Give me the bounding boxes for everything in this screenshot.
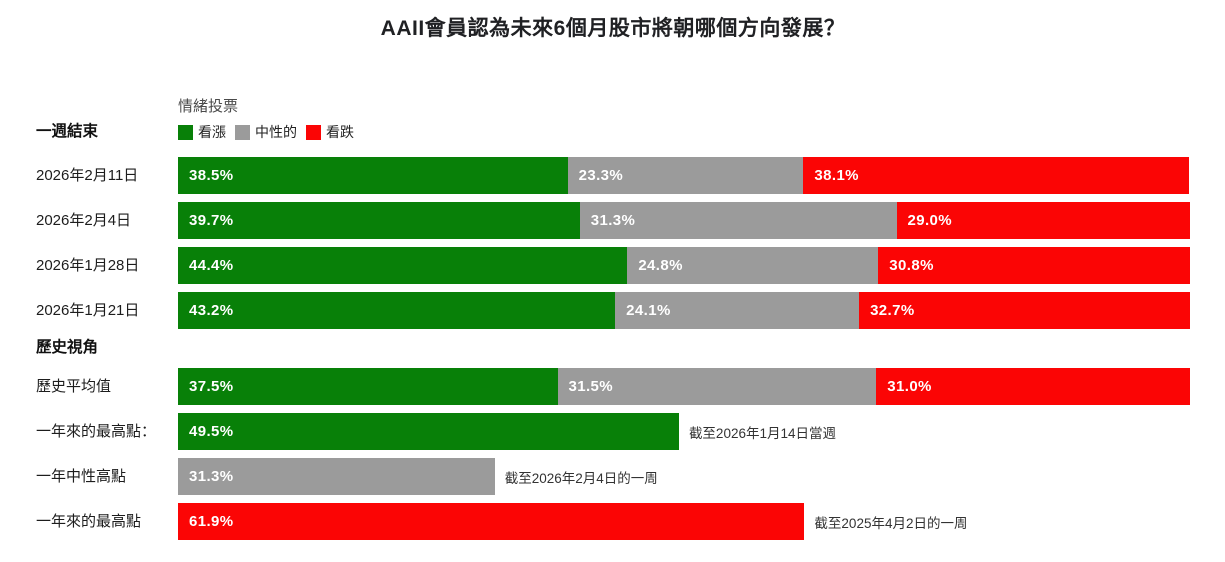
bar-row: 2026年1月28日 44.4% 24.8% 30.8% xyxy=(36,247,1190,284)
row-label: 2026年1月21日 xyxy=(36,301,140,319)
bar-segment-bearish: 29.0% xyxy=(896,202,1190,239)
row-label: 2026年2月4日 xyxy=(36,211,132,229)
bar-row: 歷史平均值 37.5% 31.5% 31.0% xyxy=(36,368,1190,405)
bar-segment-bearish: 31.0% xyxy=(876,368,1190,405)
bearish-swatch-icon xyxy=(306,124,321,140)
bar-value-label: 31.0% xyxy=(887,378,932,395)
chart-title: AAII會員認為未來6個月股市將朝哪個方向發展？ xyxy=(380,17,846,40)
legend-item-bullish: 看漲 xyxy=(178,122,226,142)
chart-header-area: 一週結束 情緒投票 看漲 中性的 看跌 xyxy=(36,95,1190,142)
bar-segment-bearish: 30.8% xyxy=(878,247,1190,284)
bar-track: 43.2% 24.1% 32.7% xyxy=(178,292,1190,329)
legend-item-bearish: 看跌 xyxy=(306,122,354,142)
row-label: 歷史平均值 xyxy=(36,377,112,395)
bar-value-label: 32.7% xyxy=(870,302,915,319)
bar-annotation: 截至2025年4月2日的一周 xyxy=(814,515,968,531)
row-label: 一年來的最高點 xyxy=(36,512,142,530)
bar-row: 2026年2月11日 38.5% 23.3% 38.1% xyxy=(36,157,1190,194)
bar-value-label: 31.3% xyxy=(189,468,234,485)
legend-label-bearish: 看跌 xyxy=(326,124,354,140)
bar-track: 38.5% 23.3% 38.1% xyxy=(178,157,1190,194)
row-label: 一年中性高點 xyxy=(36,467,127,485)
bar-rows: 2026年2月11日 38.5% 23.3% 38.1% 2026年2月4日 39.7% 3… xyxy=(36,157,1190,540)
legend-items: 看漲 中性的 看跌 xyxy=(178,122,1190,142)
section-header-week-ending: 一週結束 xyxy=(36,123,99,140)
legend-item-neutral: 中性的 xyxy=(235,122,297,142)
bar-value-label: 49.5% xyxy=(189,423,234,440)
bar-value-label: 38.1% xyxy=(814,167,859,184)
bar-segment-neutral: 24.8% xyxy=(627,247,879,284)
bar-segment-bearish: 61.9% xyxy=(178,503,805,540)
bar-segment-bearish: 38.1% xyxy=(803,157,1189,194)
row-label: 2026年2月11日 xyxy=(36,166,139,184)
bar-track: 61.9% 截至2025年4月2日的一周 xyxy=(178,503,1190,540)
bar-value-label: 24.8% xyxy=(638,257,683,274)
bar-value-label: 29.0% xyxy=(907,212,953,229)
aaii-sentiment-chart: AAII會員認為未來6個月股市將朝哪個方向發展？ 一週結束 情緒投票 看漲 中性… xyxy=(0,14,1225,562)
bar-annotation: 截至2026年2月4日的一周 xyxy=(504,470,658,486)
bar-value-label: 31.3% xyxy=(590,212,636,229)
bar-segment-bearish: 32.7% xyxy=(859,292,1190,329)
section-header-historical: 歷史視角 xyxy=(36,339,99,356)
bar-segment-neutral: 31.5% xyxy=(557,368,877,405)
bar-annotation: 截至2026年1月14日當週 xyxy=(688,425,836,441)
bar-value-label: 61.9% xyxy=(189,513,234,530)
bar-value-label: 39.7% xyxy=(189,212,234,229)
bar-value-label: 37.5% xyxy=(189,378,234,395)
bar-value-label: 30.8% xyxy=(889,257,934,274)
bar-segment-neutral: 31.3% xyxy=(579,202,897,239)
row-label: 一年來的最高點： xyxy=(36,422,157,440)
bar-row: 2026年2月4日 39.7% 31.3% 29.0% xyxy=(36,202,1190,239)
row-label: 2026年1月28日 xyxy=(36,256,140,274)
legend-label-bullish: 看漲 xyxy=(198,124,226,140)
bar-row: 一年中性高點 31.3% 截至2026年2月4日的一周 xyxy=(36,458,1190,495)
bar-value-label: 44.4% xyxy=(189,257,234,274)
bar-row: 一年來的最高點： 49.5% 截至2026年1月14日當週 xyxy=(36,413,1190,450)
legend: 情緒投票 看漲 中性的 看跌 xyxy=(178,95,1190,142)
section-column: 一週結束 xyxy=(36,119,178,142)
bar-track: 39.7% 31.3% 29.0% xyxy=(178,202,1190,239)
bar-segment-bullish: 39.7% xyxy=(178,202,580,239)
bar-value-label: 43.2% xyxy=(189,302,234,319)
bar-value-label: 38.5% xyxy=(189,167,234,184)
bar-segment-neutral: 24.1% xyxy=(615,292,860,329)
bar-segment-bullish: 37.5% xyxy=(178,368,558,405)
bar-track: 31.3% 截至2026年2月4日的一周 xyxy=(178,458,1190,495)
bar-row: 一年來的最高點 61.9% 截至2025年4月2日的一周 xyxy=(36,503,1190,540)
bar-segment-bullish: 38.5% xyxy=(178,157,568,194)
bar-track: 44.4% 24.8% 30.8% xyxy=(178,247,1190,284)
bar-segment-neutral: 23.3% xyxy=(567,157,804,194)
bar-row: 2026年1月21日 43.2% 24.1% 32.7% xyxy=(36,292,1190,329)
bullish-swatch-icon xyxy=(178,124,193,140)
neutral-swatch-icon xyxy=(235,124,250,140)
bar-segment-neutral: 31.3% xyxy=(178,458,495,495)
bar-value-label: 24.1% xyxy=(626,302,671,319)
bar-track: 49.5% 截至2026年1月14日當週 xyxy=(178,413,1190,450)
bar-segment-bullish: 49.5% xyxy=(178,413,679,450)
bar-segment-bullish: 43.2% xyxy=(178,292,616,329)
bar-value-label: 31.5% xyxy=(568,378,614,395)
legend-title: 情緒投票 xyxy=(178,98,239,115)
bar-segment-bullish: 44.4% xyxy=(178,247,628,284)
legend-label-neutral: 中性的 xyxy=(255,124,297,140)
bar-value-label: 23.3% xyxy=(578,167,624,184)
bar-track: 37.5% 31.5% 31.0% xyxy=(178,368,1190,405)
